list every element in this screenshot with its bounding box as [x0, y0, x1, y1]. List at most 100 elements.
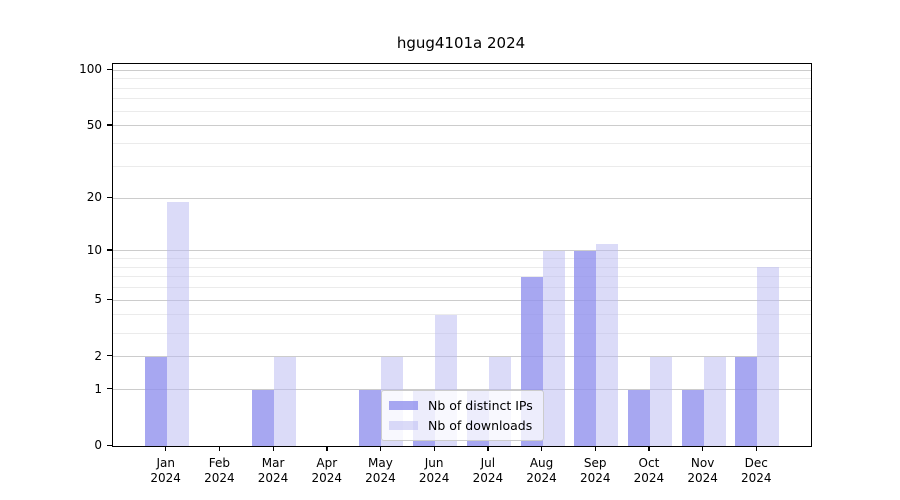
y-gridline-major-100: [113, 69, 811, 71]
x-tick-jan: [165, 446, 167, 452]
x-tick-label-jun: Jun 2024: [404, 456, 464, 486]
x-tick-label-month: Jun: [424, 456, 444, 470]
y-gridline-minor-7: [113, 276, 811, 278]
x-tick-label-month: Oct: [638, 456, 660, 470]
legend: Nb of distinct IPs Nb of downloads: [381, 390, 544, 441]
x-tick-label-may: May 2024: [350, 456, 410, 486]
bar-downloads-dec: [757, 267, 780, 446]
bar-distinct-ips-oct: [627, 389, 650, 446]
x-tick-oct: [648, 446, 650, 452]
y-gridline-minor-9: [113, 258, 811, 259]
legend-swatch-distinct-ips: [389, 401, 418, 410]
x-tick-label-year: 2024: [204, 471, 235, 485]
x-tick-label-jul: Jul 2024: [458, 456, 518, 486]
legend-label-downloads: Nb of downloads: [428, 418, 533, 433]
x-tick-label-mar: Mar 2024: [243, 456, 303, 486]
x-tick-label-month: Sep: [583, 456, 607, 470]
y-gridline-major-1: [113, 389, 811, 391]
x-tick-label-jan: Jan 2024: [136, 456, 196, 486]
x-tick-label-sep: Sep 2024: [565, 456, 625, 486]
y-gridline-minor-8: [113, 266, 811, 268]
x-tick-label-month: May: [368, 456, 393, 470]
x-tick-apr: [326, 446, 328, 452]
legend-entry-downloads: Nb of downloads: [389, 418, 533, 433]
y-tick-0: [107, 444, 112, 446]
y-gridline-minor-80: [113, 87, 811, 89]
y-gridline-minor-30: [113, 165, 811, 167]
x-tick-mar: [272, 446, 274, 452]
x-tick-label-year: 2024: [257, 471, 289, 485]
x-tick-label-month: Jan: [156, 456, 175, 470]
x-tick-label-month: Feb: [208, 456, 230, 470]
x-tick-label-aug: Aug 2024: [512, 456, 572, 486]
x-tick-label-month: Nov: [690, 456, 715, 470]
y-gridline-major-50: [113, 125, 811, 127]
y-gridline-minor-70: [113, 98, 811, 100]
bar-distinct-ips-sep: [574, 250, 597, 446]
y-tick-1: [107, 388, 112, 390]
x-tick-label-year: 2024: [150, 471, 181, 485]
x-tick-label-month: Aug: [529, 456, 554, 470]
legend-swatch-downloads: [389, 421, 418, 430]
bar-distinct-ips-mar: [252, 389, 275, 446]
x-tick-aug: [541, 446, 543, 452]
bar-downloads-oct: [649, 356, 672, 446]
x-tick-dec: [755, 446, 758, 452]
x-tick-nov: [702, 446, 704, 452]
x-tick-label-month: Jul: [480, 456, 496, 470]
y-tick-10: [107, 249, 112, 251]
bar-downloads-jan: [166, 202, 189, 446]
y-tick-label-100: 100: [79, 62, 102, 77]
bar-distinct-ips-nov: [681, 389, 704, 446]
x-tick-label-year: 2024: [365, 471, 396, 485]
x-tick-label-year: 2024: [633, 471, 665, 485]
legend-label-distinct-ips: Nb of distinct IPs: [428, 398, 533, 413]
x-tick-label-year: 2024: [741, 471, 772, 485]
y-gridline-minor-6: [113, 287, 811, 289]
bar-distinct-ips-may: [359, 389, 382, 446]
y-tick-label-50: 50: [86, 117, 102, 132]
x-tick-label-year: 2024: [579, 471, 611, 485]
bar-distinct-ips-dec: [735, 356, 758, 446]
y-gridline-minor-40: [113, 143, 811, 145]
x-tick-jun: [433, 446, 435, 452]
y-tick-label-1: 1: [94, 381, 102, 396]
bar-downloads-mar: [274, 356, 297, 446]
x-tick-label-year: 2024: [526, 471, 557, 485]
x-tick-label-month: Dec: [744, 456, 768, 470]
y-gridline-minor-60: [113, 110, 811, 112]
x-tick-label-year: 2024: [687, 471, 718, 485]
y-gridline-minor-4: [113, 314, 811, 316]
chart-title: hgug4101a 2024: [396, 34, 526, 52]
x-tick-label-month: Apr: [316, 456, 338, 470]
y-gridline-major-20: [113, 197, 811, 199]
y-tick-label-5: 5: [94, 292, 102, 307]
x-tick-label-dec: Dec 2024: [726, 456, 786, 486]
legend-entry-distinct-ips: Nb of distinct IPs: [389, 398, 533, 413]
x-tick-feb: [218, 446, 221, 452]
bar-downloads-nov: [703, 356, 726, 446]
plot-area: Nb of distinct IPs Nb of downloads: [112, 63, 812, 447]
y-gridline-minor-3: [113, 332, 811, 334]
bar-distinct-ips-jan: [144, 356, 167, 446]
bar-downloads-sep: [596, 243, 619, 446]
x-tick-jul: [487, 446, 489, 452]
y-tick-label-20: 20: [86, 190, 102, 205]
x-tick-label-year: 2024: [472, 471, 504, 485]
bar-downloads-aug: [542, 250, 565, 446]
y-gridline-major-2: [113, 356, 811, 358]
y-gridline-minor-90: [113, 78, 811, 80]
x-tick-sep: [594, 446, 597, 452]
x-tick-label-year: 2024: [311, 471, 343, 485]
y-tick-100: [107, 68, 112, 70]
y-tick-2: [107, 355, 112, 357]
y-gridline-major-10: [113, 250, 811, 252]
y-tick-label-2: 2: [94, 348, 102, 363]
x-tick-label-oct: Oct 2024: [619, 456, 679, 486]
x-tick-label-year: 2024: [418, 471, 450, 485]
x-tick-label-month: Mar: [261, 456, 285, 470]
x-tick-label-apr: Apr 2024: [297, 456, 357, 486]
x-tick-label-feb: Feb 2024: [189, 456, 249, 486]
y-gridline-major-5: [113, 299, 811, 301]
x-tick-label-nov: Nov 2024: [673, 456, 733, 486]
